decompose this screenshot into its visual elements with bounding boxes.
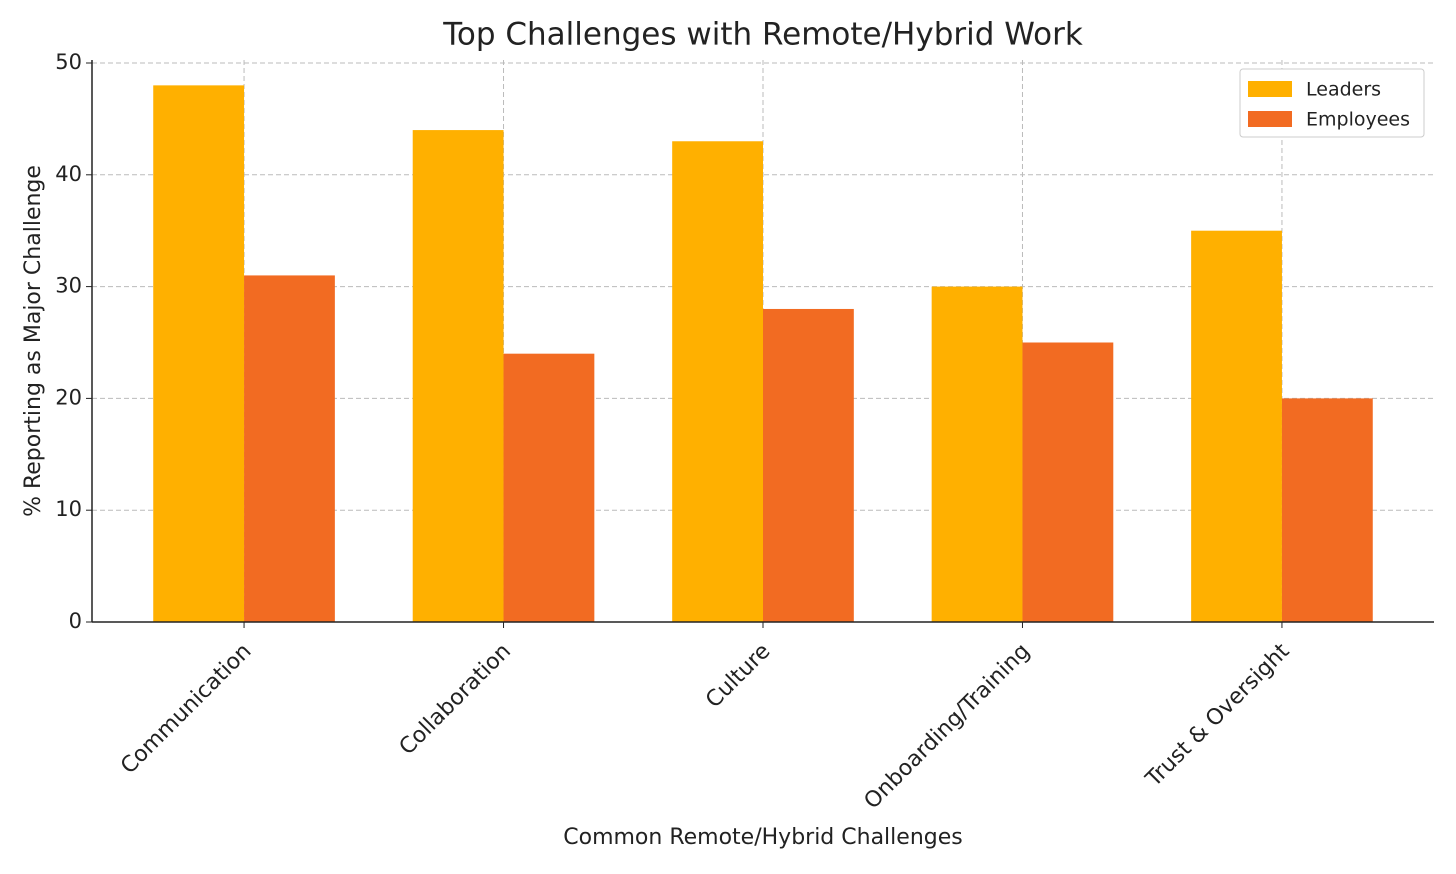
x-tick-label: Communication xyxy=(116,639,256,779)
y-tick-label: 0 xyxy=(69,609,82,633)
bar xyxy=(153,85,245,623)
y-tick-label: 20 xyxy=(55,385,82,409)
legend-swatch xyxy=(1248,81,1292,97)
y-tick-label: 10 xyxy=(55,497,82,521)
bar xyxy=(1191,230,1282,622)
bar xyxy=(763,308,854,622)
y-tick-label: 40 xyxy=(55,162,82,186)
legend-label: Leaders xyxy=(1306,79,1381,101)
bar xyxy=(503,353,595,622)
bar xyxy=(1022,342,1114,622)
y-tick-label: 30 xyxy=(55,274,82,298)
legend-swatch xyxy=(1248,111,1292,127)
chart-title: Top Challenges with Remote/Hybrid Work xyxy=(442,17,1083,53)
x-tick-label: Trust & Oversight xyxy=(1141,639,1295,793)
bar xyxy=(412,130,504,622)
y-tick-label: 50 xyxy=(55,50,82,74)
y-axis-label: % Reporting as Major Challenge xyxy=(21,165,46,517)
x-tick-label: Collaboration xyxy=(395,639,516,760)
legend-label: Employees xyxy=(1306,109,1410,131)
bar xyxy=(244,275,335,622)
x-tick-label: Culture xyxy=(701,639,775,713)
bar xyxy=(1281,398,1373,622)
x-axis-label: Common Remote/Hybrid Challenges xyxy=(563,825,962,850)
bar xyxy=(672,141,763,622)
bar xyxy=(931,286,1023,622)
x-tick-label: Onboarding/Training xyxy=(860,639,1035,814)
